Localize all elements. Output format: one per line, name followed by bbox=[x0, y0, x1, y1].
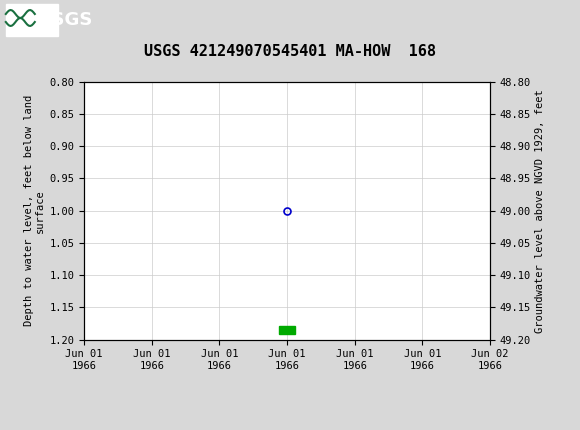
Text: USGS 421249070545401 MA-HOW  168: USGS 421249070545401 MA-HOW 168 bbox=[144, 44, 436, 59]
Bar bbox=[279, 326, 295, 334]
FancyBboxPatch shape bbox=[6, 4, 58, 36]
Y-axis label: Depth to water level, feet below land
surface: Depth to water level, feet below land su… bbox=[24, 95, 45, 326]
Y-axis label: Groundwater level above NGVD 1929, feet: Groundwater level above NGVD 1929, feet bbox=[535, 89, 545, 332]
Text: USGS: USGS bbox=[38, 11, 93, 29]
